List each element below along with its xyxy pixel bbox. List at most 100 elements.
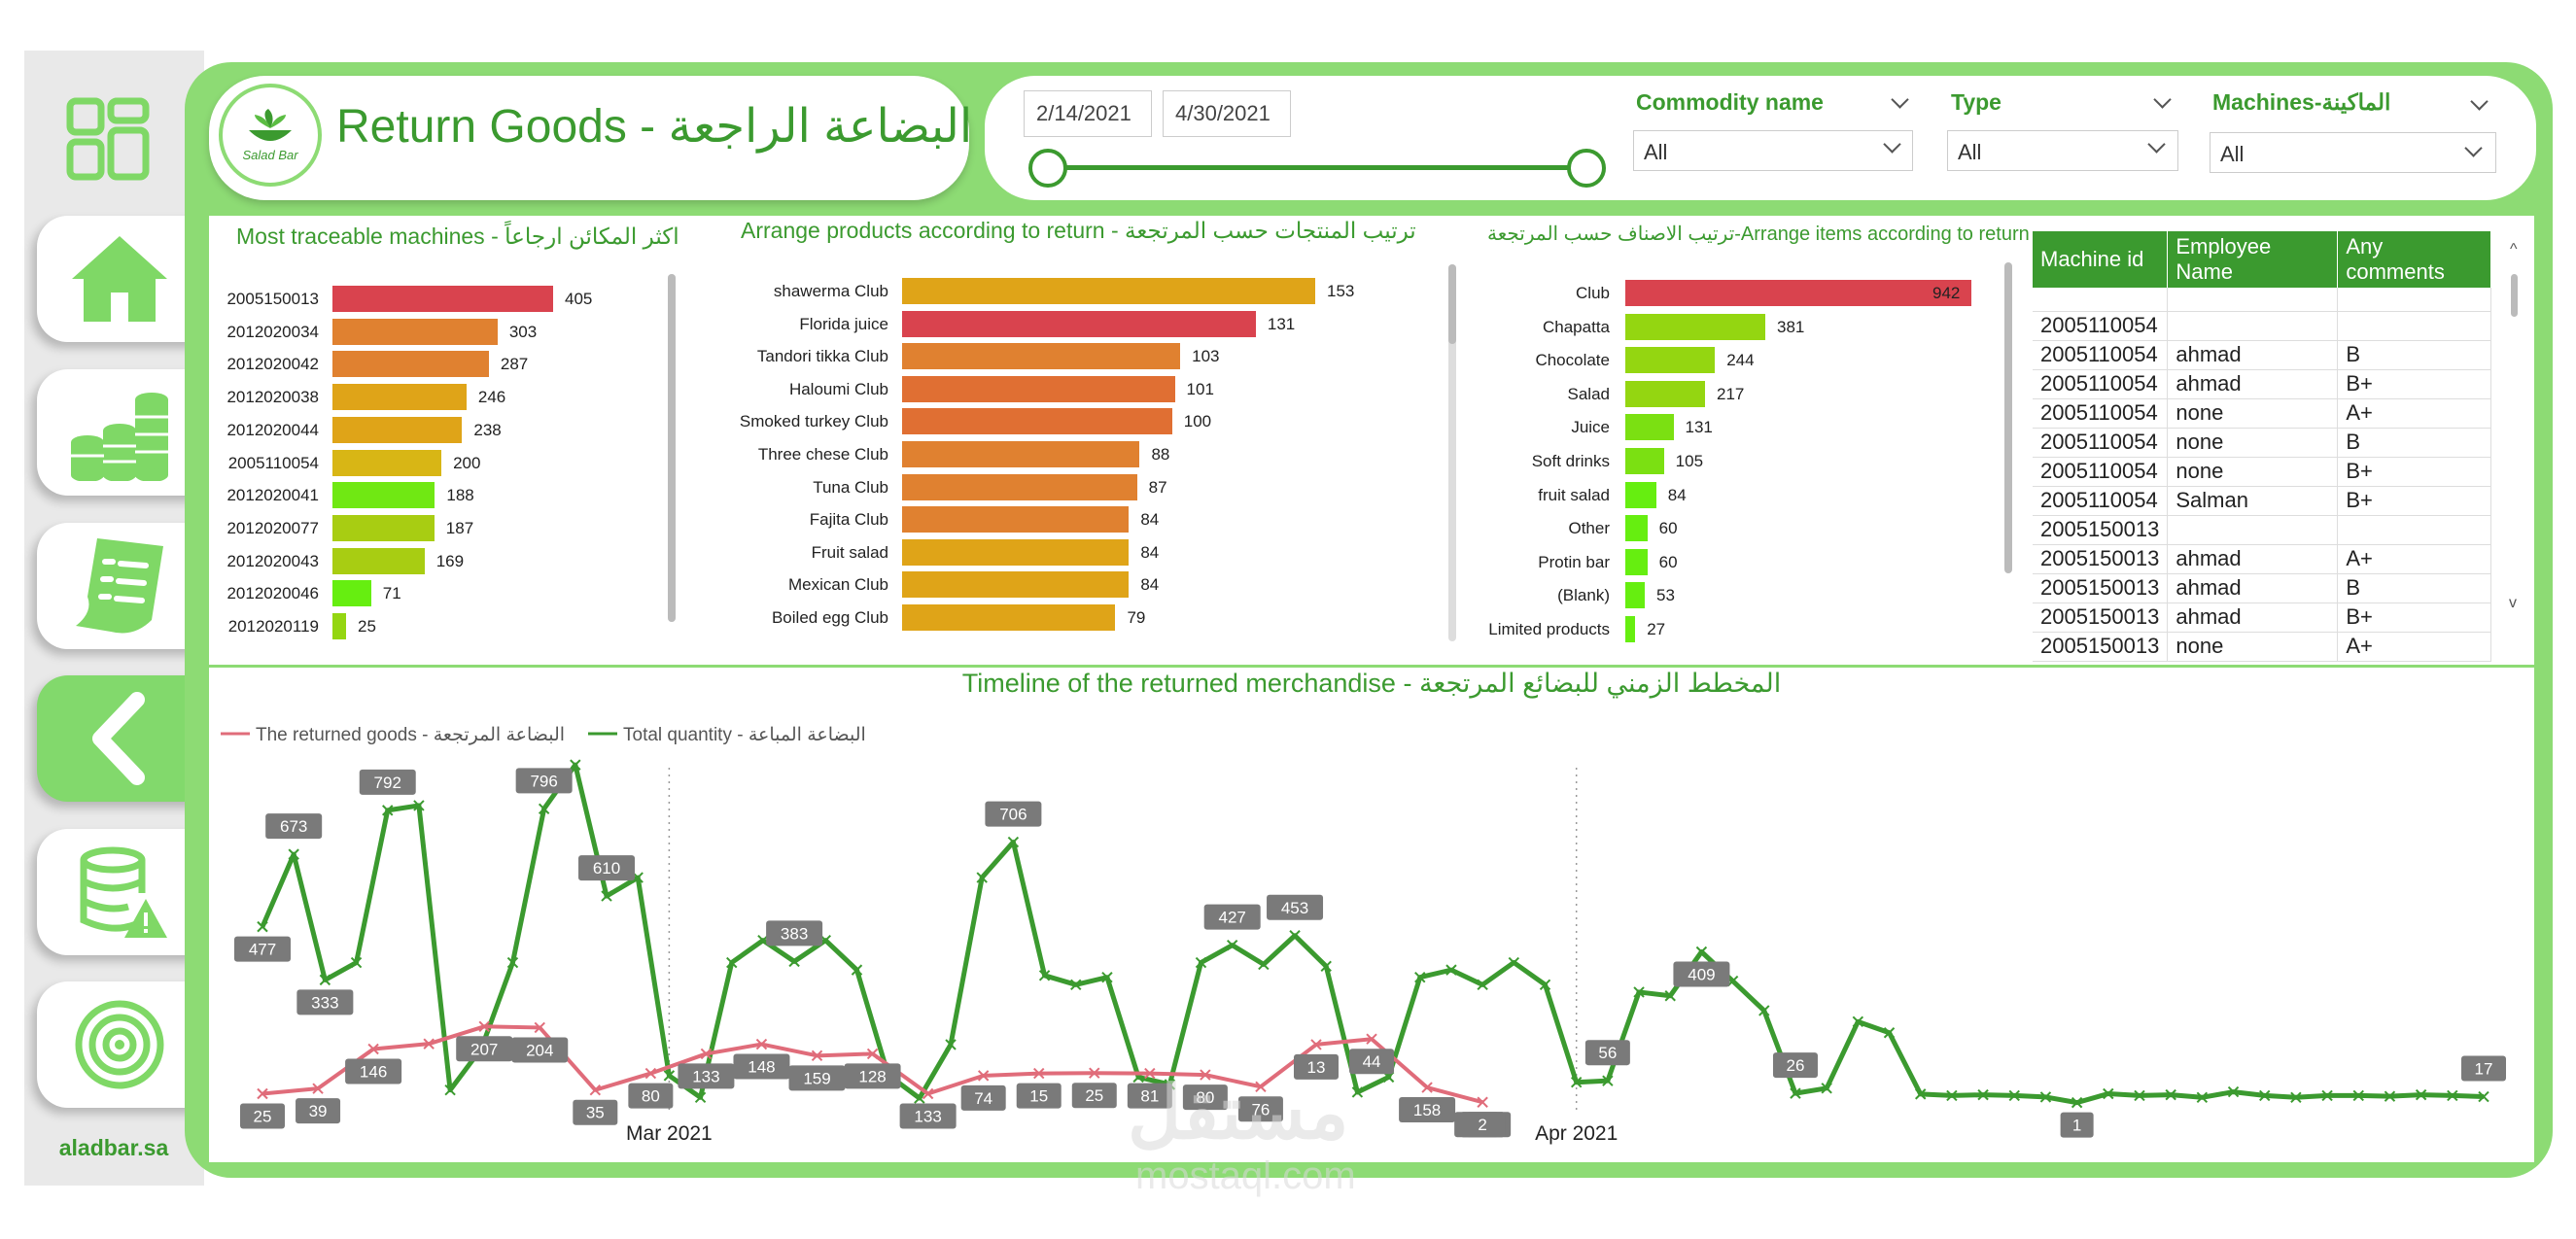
products-scrollbar[interactable] [1448, 264, 1456, 641]
total-quantity-point[interactable] [2384, 1090, 2396, 1102]
total-quantity-point[interactable] [2134, 1089, 2145, 1102]
table-row[interactable]: 2005110054 [2033, 311, 2491, 341]
returned-goods-point[interactable] [534, 1021, 545, 1034]
total-quantity-point[interactable] [1195, 956, 1207, 969]
total-quantity-point[interactable] [2290, 1091, 2302, 1104]
total-quantity-point[interactable] [1633, 986, 1645, 998]
items-bar[interactable] [1625, 448, 1664, 474]
items-bar[interactable] [1625, 616, 1636, 642]
returned-goods-point[interactable] [1144, 1067, 1156, 1080]
returned-goods-point[interactable] [423, 1038, 435, 1050]
returned-goods-point[interactable] [922, 1087, 934, 1100]
returned-goods-point[interactable] [755, 1038, 768, 1050]
table-row[interactable]: 2005110054 ahmad B+ [2033, 369, 2491, 399]
total-quantity-point[interactable] [1038, 970, 1051, 981]
total-quantity-point[interactable] [382, 805, 394, 816]
returned-goods-point[interactable] [478, 1020, 490, 1033]
returned-goods-point[interactable] [644, 1067, 657, 1080]
products-bar[interactable] [902, 408, 1172, 435]
products-bar[interactable] [902, 473, 1137, 500]
products-bar[interactable] [902, 506, 1130, 533]
nav-home-button[interactable] [37, 216, 202, 342]
total-quantity-point[interactable] [2071, 1096, 2083, 1109]
machines-bar[interactable] [332, 547, 425, 574]
returned-goods-point[interactable] [257, 1087, 268, 1100]
total-quantity-point[interactable] [976, 872, 988, 883]
total-quantity-point[interactable] [1414, 972, 1426, 983]
type-select[interactable]: All [1947, 130, 2178, 171]
total-quantity-point[interactable] [945, 1039, 957, 1050]
total-quantity-point[interactable] [2259, 1089, 2271, 1102]
total-quantity-point[interactable] [413, 800, 425, 811]
total-quantity-point[interactable] [2227, 1085, 2240, 1098]
total-quantity-point[interactable] [1351, 1086, 1364, 1098]
total-quantity-point[interactable] [1602, 1075, 1614, 1086]
items-bar[interactable] [1625, 280, 1971, 306]
items-bar[interactable] [1625, 582, 1646, 609]
date-slider-end-handle[interactable] [1567, 149, 1606, 188]
table-row[interactable]: 2005110054 none B+ [2033, 457, 2491, 487]
date-slider-start-handle[interactable] [1028, 149, 1067, 188]
products-bar[interactable] [902, 604, 1116, 631]
total-quantity-point[interactable] [1570, 1077, 1583, 1088]
total-quantity-point[interactable] [2008, 1089, 2020, 1102]
table-row[interactable]: 2005150013 none A+ [2033, 632, 2491, 662]
returned-goods-point[interactable] [1310, 1039, 1322, 1050]
table-header-machine-id[interactable]: Machine id [2033, 231, 2169, 288]
products-bar[interactable] [902, 375, 1175, 402]
items-bar[interactable] [1625, 414, 1674, 441]
nav-back-button[interactable] [37, 675, 202, 802]
table-row[interactable]: 2005150013 [2033, 515, 2491, 545]
returned-goods-point[interactable] [589, 1084, 602, 1096]
products-scroll-thumb[interactable] [1448, 264, 1456, 344]
total-quantity-point[interactable] [538, 803, 550, 815]
total-quantity-point[interactable] [1883, 1027, 1896, 1039]
returned-goods-point[interactable] [866, 1048, 879, 1060]
total-quantity-point[interactable] [1758, 1005, 1770, 1016]
scroll-up-icon[interactable]: ^ [2510, 241, 2518, 258]
nav-report-button[interactable] [37, 523, 202, 649]
total-quantity-point[interactable] [2478, 1090, 2489, 1103]
returned-goods-point[interactable] [1255, 1081, 1267, 1092]
total-quantity-point[interactable] [694, 1091, 707, 1104]
returned-goods-point[interactable] [811, 1050, 823, 1062]
total-quantity-point[interactable] [1258, 958, 1270, 971]
returned-goods-point[interactable] [1089, 1067, 1100, 1079]
total-quantity-point[interactable] [2447, 1089, 2458, 1102]
total-quantity-point[interactable] [444, 1084, 456, 1096]
commodity-select[interactable]: All [1633, 130, 1913, 171]
returned-goods-point[interactable] [312, 1083, 324, 1094]
nav-finance-button[interactable] [37, 369, 202, 496]
date-range-slider[interactable] [1048, 165, 1587, 170]
total-quantity-point[interactable] [1007, 836, 1020, 848]
returned-goods-point[interactable] [700, 1048, 713, 1060]
products-bar[interactable] [902, 278, 1315, 304]
total-quantity-point[interactable] [2103, 1087, 2114, 1100]
items-bar[interactable] [1625, 548, 1648, 575]
items-bar[interactable] [1625, 515, 1648, 542]
total-quantity-point[interactable] [350, 956, 363, 969]
table-row[interactable]: 2005150013 ahmad B+ [2033, 602, 2491, 633]
total-quantity-point[interactable] [914, 1092, 925, 1104]
products-bar[interactable] [902, 571, 1130, 599]
products-bar[interactable] [902, 343, 1181, 370]
machines-bar[interactable] [332, 384, 467, 411]
total-quantity-point[interactable] [570, 759, 581, 771]
total-quantity-point[interactable] [2039, 1091, 2052, 1103]
total-quantity-point[interactable] [319, 974, 331, 986]
total-quantity-point[interactable] [1695, 946, 1708, 958]
total-quantity-point[interactable] [788, 955, 800, 968]
total-quantity-point[interactable] [726, 956, 738, 969]
products-bar[interactable] [902, 310, 1256, 337]
total-quantity-point[interactable] [2352, 1089, 2364, 1102]
machines-bar[interactable] [332, 351, 489, 378]
returned-goods-point[interactable] [977, 1070, 990, 1082]
machines-bar[interactable] [332, 318, 498, 345]
machines-bar[interactable] [332, 580, 371, 607]
total-quantity-point[interactable] [1539, 979, 1551, 991]
table-row[interactable]: 2005110054 Salman B+ [2033, 486, 2491, 516]
table-header-comments[interactable]: Any comments [2337, 231, 2491, 288]
machines-scroll-thumb[interactable] [668, 274, 676, 622]
items-bar[interactable] [1625, 481, 1656, 508]
table-row[interactable]: 2005110054 ahmad B [2033, 340, 2491, 370]
